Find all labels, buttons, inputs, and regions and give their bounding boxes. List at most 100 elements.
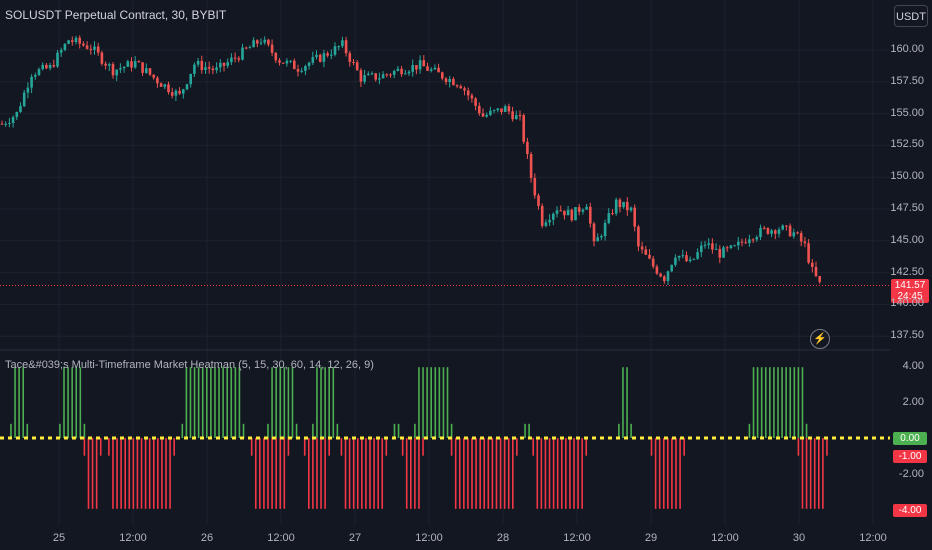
heatmap-bar-negative xyxy=(487,438,490,509)
indicator-tick-label: 4.00 xyxy=(902,360,924,372)
candle-body xyxy=(26,87,30,93)
heatmap-bar-positive xyxy=(332,367,335,438)
candle-body xyxy=(585,206,588,210)
candle-body xyxy=(466,90,470,96)
heatmap-bar-negative xyxy=(454,438,457,509)
candle-body xyxy=(148,68,152,75)
heatmap-bar-negative xyxy=(418,438,420,509)
heatmap-bar-negative xyxy=(544,438,547,509)
heatmap-bar-negative xyxy=(385,438,388,456)
candle-body xyxy=(478,105,481,114)
candle-body xyxy=(555,210,559,214)
candle-body xyxy=(614,199,618,214)
heatmap-bar-negative xyxy=(99,438,102,456)
candle-body xyxy=(633,207,636,227)
heatmap-columns xyxy=(10,367,828,509)
price-tick-label: 142.50 xyxy=(890,265,924,278)
heatmap-bar-positive xyxy=(789,367,792,438)
price-tick-label: 152.50 xyxy=(890,138,924,151)
time-tick-label: 25 xyxy=(52,532,66,544)
candle-body xyxy=(799,233,803,242)
currency-button[interactable]: USDT xyxy=(894,5,928,27)
heatmap-bar-negative xyxy=(401,438,404,456)
heatmap-bar-negative xyxy=(324,438,326,509)
indicator-title[interactable]: Tace&#039;s Multi-Timeframe Market Heatm… xyxy=(5,359,374,371)
candle-body xyxy=(185,84,189,90)
heatmap-bar-positive xyxy=(271,367,273,438)
heatmap-bar-negative xyxy=(124,438,126,509)
heatmap-bar-positive xyxy=(291,367,294,438)
candle-body xyxy=(774,230,777,234)
candle-body xyxy=(718,248,722,258)
heatmap-bar-positive xyxy=(446,367,449,438)
candle-body xyxy=(74,37,78,42)
candle-body xyxy=(455,85,459,87)
heatmap-bar-negative xyxy=(312,438,314,509)
candle-body xyxy=(326,53,329,56)
candle-body xyxy=(781,225,784,230)
candle-body xyxy=(126,61,130,67)
candle-body xyxy=(52,65,56,67)
heatmap-bar-positive xyxy=(785,367,787,438)
candle-body xyxy=(670,264,673,272)
candle-body xyxy=(119,68,122,70)
candle-body xyxy=(215,67,218,71)
heatmap-bar-negative xyxy=(259,438,261,509)
heatmap-bar-negative xyxy=(271,438,273,509)
candle-body xyxy=(304,65,307,71)
candle-body xyxy=(596,237,599,242)
heatmap-bar-negative xyxy=(585,438,588,456)
candle-body xyxy=(270,44,274,53)
heatmap-bar-negative xyxy=(169,438,171,509)
heatmap-bar-positive xyxy=(777,367,779,438)
candle-body xyxy=(219,62,222,68)
time-tick-label: 28 xyxy=(496,532,510,544)
candle-body xyxy=(496,108,500,111)
heatmap-bar-negative xyxy=(491,438,494,509)
heatmap-bar-negative xyxy=(675,438,677,509)
candle-body xyxy=(170,92,174,96)
candle-body xyxy=(274,52,278,61)
candle-body xyxy=(788,225,792,237)
heatmap-bar-negative xyxy=(826,438,828,456)
candle-body xyxy=(814,266,818,277)
candle-body xyxy=(426,66,429,71)
candle-body xyxy=(200,60,204,70)
candle-body xyxy=(463,88,466,91)
heatmap-bar-positive xyxy=(189,367,192,438)
candle-body xyxy=(537,195,540,206)
heatmap-bar-negative xyxy=(495,438,498,509)
heatmap-bar-positive xyxy=(267,423,269,438)
heatmap-bar-positive xyxy=(793,367,796,438)
heatmap-bar-negative xyxy=(662,438,665,509)
heatmap-bar-negative xyxy=(373,438,375,509)
candle-body xyxy=(348,53,352,62)
heatmap-bar-negative xyxy=(532,438,534,456)
candle-body xyxy=(533,178,537,196)
heatmap-bar-positive xyxy=(201,367,204,438)
candle-body xyxy=(63,43,67,50)
candle-body xyxy=(740,241,744,243)
heatmap-bar-negative xyxy=(475,438,477,509)
heatmap-bar-positive xyxy=(234,367,237,438)
heatmap-bar-positive xyxy=(22,367,24,438)
candle-body xyxy=(256,40,259,44)
candle-body xyxy=(644,249,648,255)
candle-body xyxy=(82,43,85,46)
candle-body xyxy=(322,53,326,62)
time-tick-label: 12:00 xyxy=(859,532,887,544)
symbol-title[interactable]: SOLUSDT Perpetual Contract, 30, BYBIT xyxy=(5,8,227,22)
lightning-icon[interactable]: ⚡ xyxy=(810,329,830,349)
price-tick-label: 150.00 xyxy=(890,170,924,183)
heatmap-bar-negative xyxy=(320,438,322,509)
candle-body xyxy=(651,258,655,267)
heatmap-bar-negative xyxy=(148,438,151,509)
candle-body xyxy=(574,207,577,221)
candle-body xyxy=(0,123,4,125)
heatmap-bar-negative xyxy=(516,438,518,456)
candle-body xyxy=(137,61,141,63)
candle-body xyxy=(411,65,414,72)
heatmap-bar-positive xyxy=(226,367,228,438)
candle-body xyxy=(318,54,322,62)
